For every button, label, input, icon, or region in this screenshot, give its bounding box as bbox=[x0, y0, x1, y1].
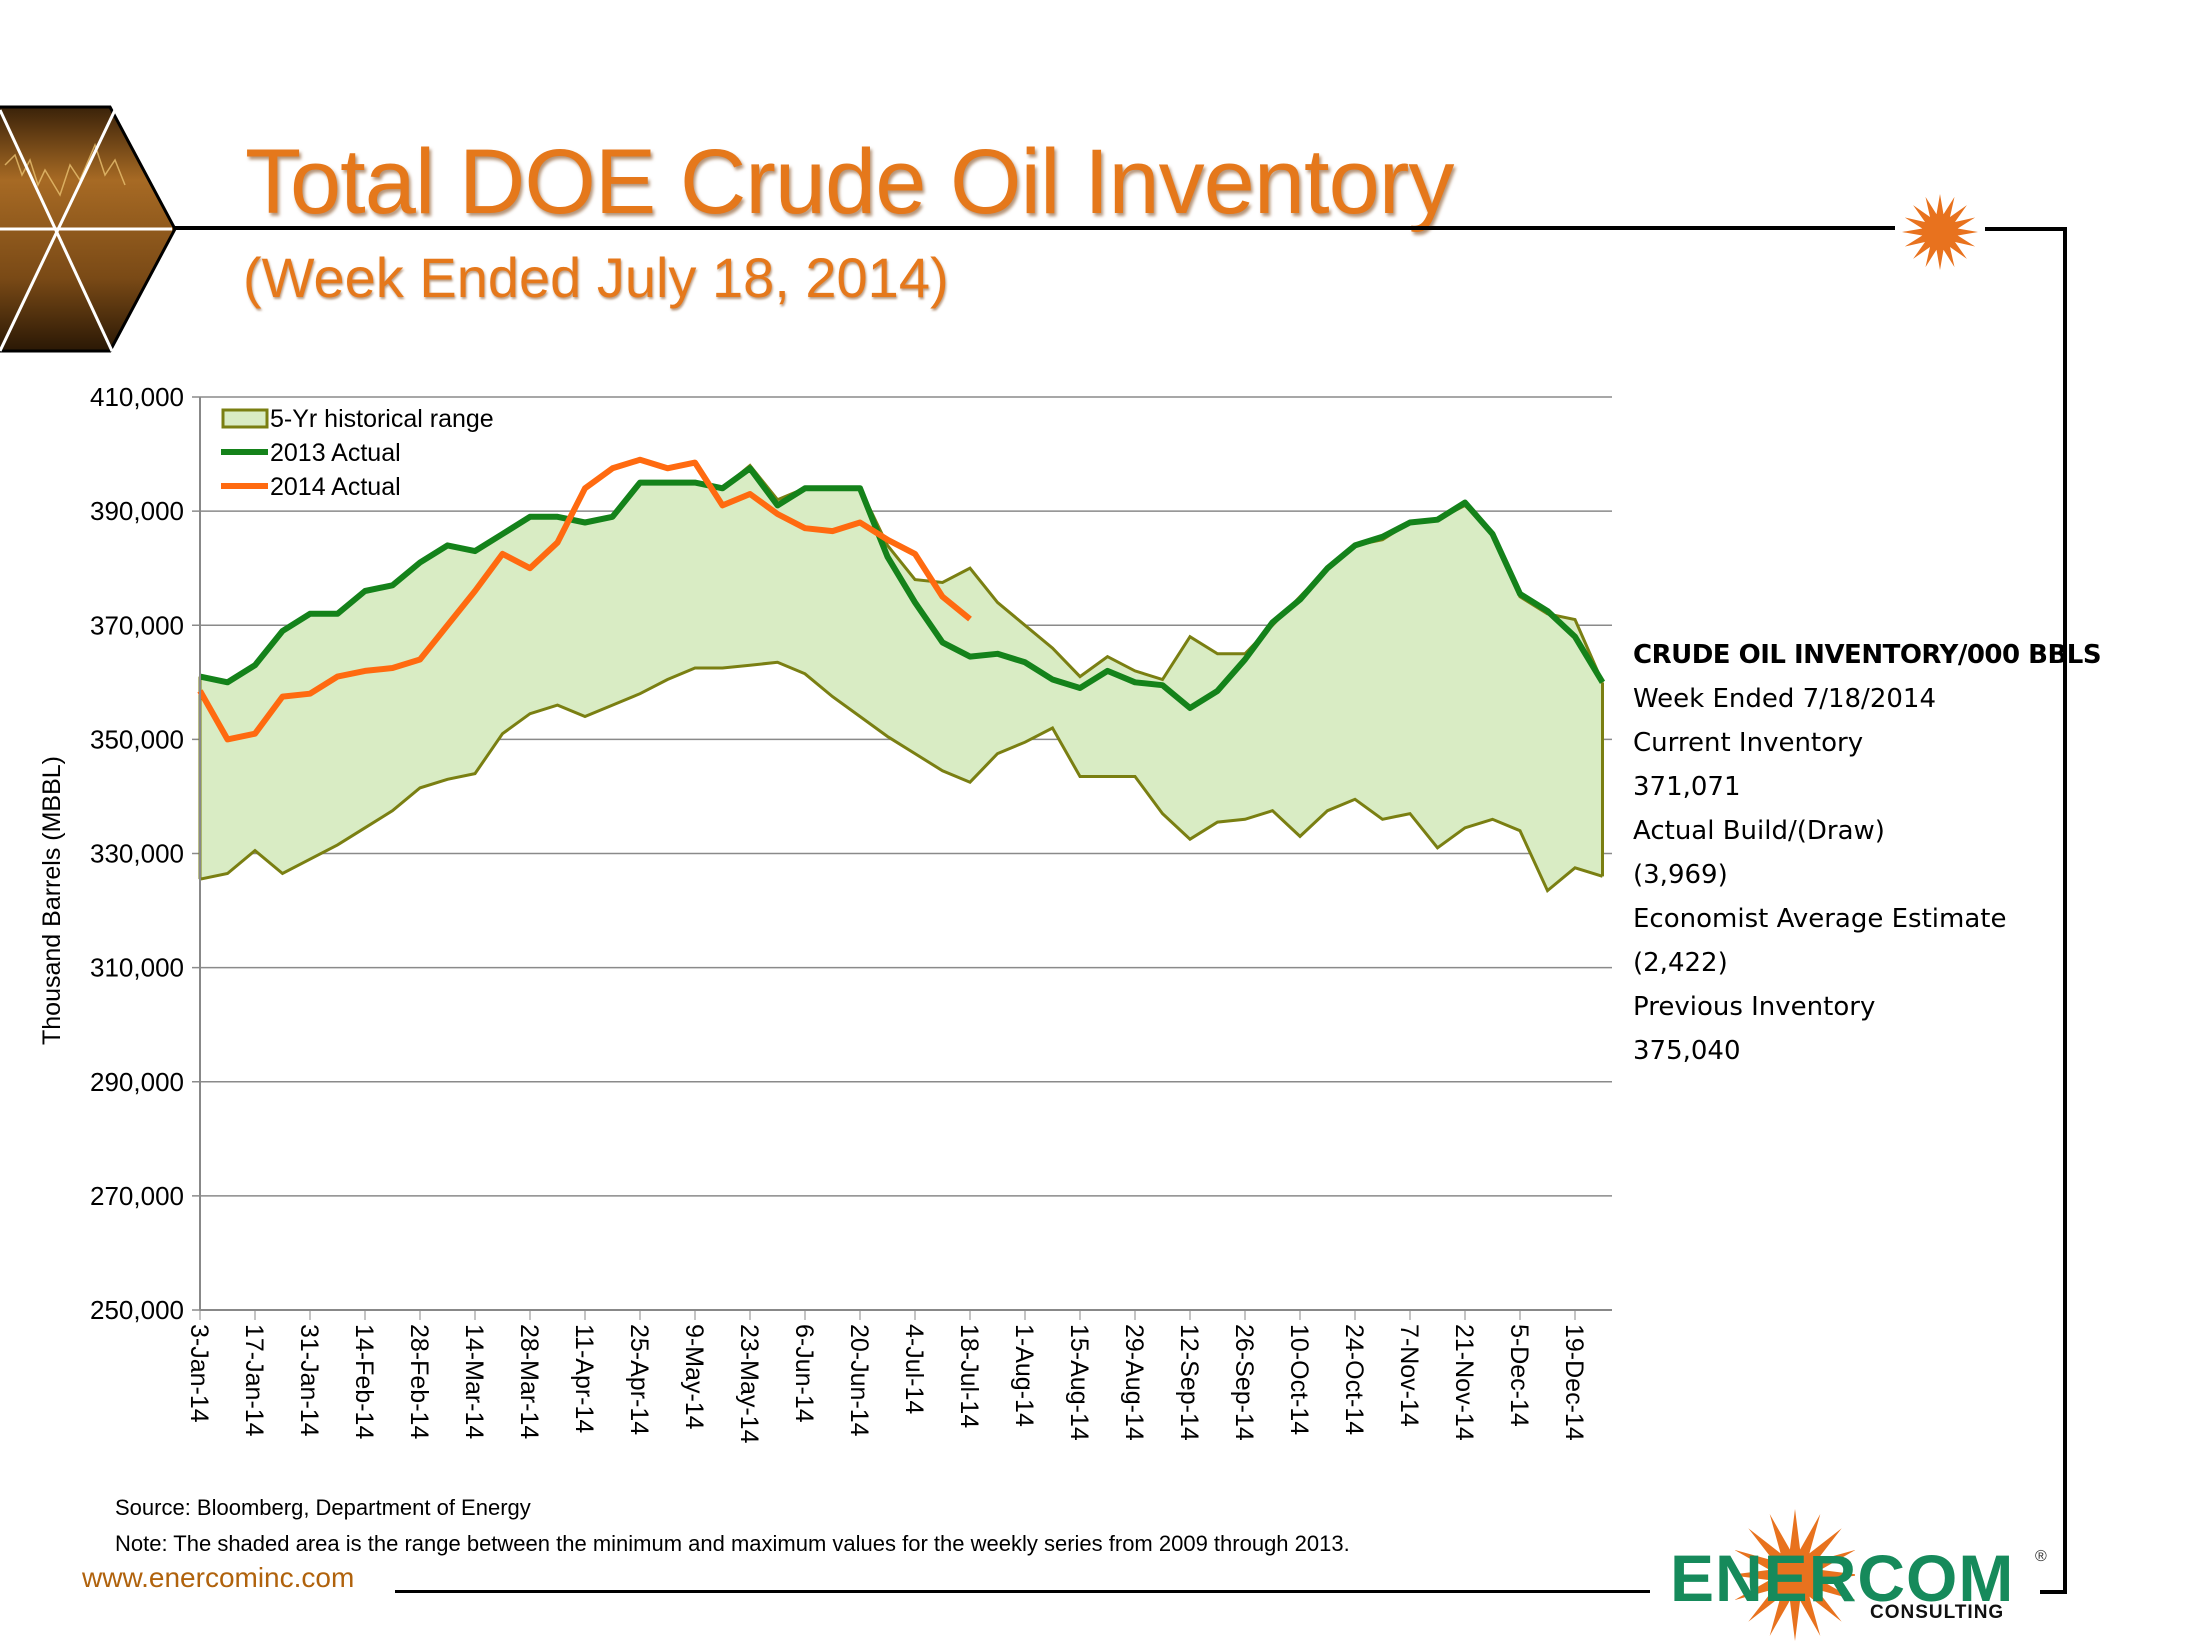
x-tick-label: 14-Mar-14 bbox=[460, 1324, 488, 1439]
x-tick-label: 4-Jul-14 bbox=[900, 1324, 928, 1414]
y-tick-label: 370,000 bbox=[90, 610, 184, 640]
info-current-label: Current Inventory bbox=[1633, 728, 1864, 758]
x-tick-label: 5-Dec-14 bbox=[1505, 1324, 1533, 1427]
enercom-logo: ENERCOM bbox=[1670, 1541, 2015, 1615]
x-tick-label: 10-Oct-14 bbox=[1285, 1324, 1313, 1435]
enercom-logo-subtitle: CONSULTING bbox=[1870, 1602, 2005, 1623]
x-tick-label: 23-May-14 bbox=[735, 1324, 763, 1444]
registered-mark: ® bbox=[2035, 1548, 2047, 1565]
y-tick-label: 250,000 bbox=[90, 1295, 184, 1325]
info-previous-value: 375,040 bbox=[1633, 1036, 1741, 1066]
range-area bbox=[200, 465, 1603, 891]
x-axis-ticks: 3-Jan-14 17-Jan-14 31-Jan-14 14-Feb-14 28-Fe… bbox=[185, 1310, 1588, 1444]
website-link[interactable]: www.enercominc.com bbox=[82, 1562, 355, 1593]
x-tick-label: 3-Jan-14 bbox=[185, 1324, 213, 1423]
x-tick-label: 31-Jan-14 bbox=[295, 1324, 323, 1437]
header-divider bbox=[175, 226, 1895, 230]
series-2014-line bbox=[197, 456, 972, 743]
header-divider-right bbox=[1985, 227, 2067, 231]
hexagon-chart-graphic bbox=[0, 105, 177, 353]
y-tick-label: 310,000 bbox=[90, 953, 184, 983]
x-tick-label: 20-Jun-14 bbox=[845, 1324, 873, 1437]
range-min-line bbox=[199, 660, 1603, 894]
x-tick-label: 6-Jun-14 bbox=[790, 1324, 818, 1423]
y-tick-label: 350,000 bbox=[90, 724, 184, 754]
page-subtitle: (Week Ended July 18, 2014) bbox=[243, 246, 949, 309]
x-tick-label: 17-Jan-14 bbox=[240, 1324, 268, 1437]
x-tick-label: 26-Sep-14 bbox=[1230, 1324, 1258, 1441]
y-tick-label: 270,000 bbox=[90, 1181, 184, 1211]
y-axis-label: Thousand Barrels (MBBL) bbox=[38, 755, 66, 1045]
legend-label-range: 5-Yr historical range bbox=[270, 405, 494, 433]
x-tick-label: 9-May-14 bbox=[680, 1324, 708, 1430]
y-tick-label: 390,000 bbox=[90, 496, 184, 526]
page-title: Total DOE Crude Oil Inventory bbox=[245, 131, 1454, 233]
series-2013-line bbox=[199, 465, 1606, 711]
logo-starburst-icon bbox=[1735, 1509, 1855, 1641]
info-previous-label: Previous Inventory bbox=[1633, 992, 1876, 1022]
x-tick-label: 7-Nov-14 bbox=[1395, 1324, 1423, 1427]
info-panel: CRUDE OIL INVENTORY/000 BBLS Week Ended … bbox=[1633, 633, 2102, 1073]
info-estimate-value: (2,422) bbox=[1633, 948, 1728, 978]
legend-label-2013: 2013 Actual bbox=[270, 439, 401, 467]
info-current-value: 371,071 bbox=[1633, 772, 1741, 802]
info-build-value: (3,969) bbox=[1633, 860, 1728, 890]
footer-divider bbox=[395, 1590, 1650, 1593]
legend: 5-Yr historical range 2013 Actual 2014 A… bbox=[221, 405, 494, 501]
info-week: Week Ended 7/18/2014 bbox=[1633, 684, 1936, 714]
x-tick-label: 18-Jul-14 bbox=[955, 1324, 983, 1428]
x-tick-label: 19-Dec-14 bbox=[1560, 1324, 1588, 1441]
shaded-area-note: Note: The shaded area is the range betwe… bbox=[115, 1531, 1350, 1556]
y-tick-label: 410,000 bbox=[90, 382, 184, 412]
x-tick-label: 12-Sep-14 bbox=[1175, 1324, 1203, 1441]
x-tick-label: 21-Nov-14 bbox=[1450, 1324, 1478, 1441]
info-estimate-label: Economist Average Estimate bbox=[1633, 904, 2007, 934]
x-tick-label: 11-Apr-14 bbox=[570, 1324, 598, 1433]
legend-swatch-range bbox=[221, 408, 269, 429]
x-tick-label: 28-Mar-14 bbox=[515, 1324, 543, 1439]
starburst-icon bbox=[1902, 194, 1978, 270]
y-axis-ticks: 250,000 270,000 290,000 310,000 330,000 350,0… bbox=[90, 382, 184, 1325]
inventory-chart: 250,000 270,000 290,000 310,000 330,000 350,0… bbox=[90, 382, 1612, 1444]
source-note: Source: Bloomberg, Department of Energy bbox=[115, 1495, 531, 1520]
info-heading: CRUDE OIL INVENTORY/000 BBLS bbox=[1633, 640, 2102, 670]
legend-label-2014: 2014 Actual bbox=[270, 473, 401, 501]
footer-divider-right bbox=[2040, 1590, 2067, 1594]
x-tick-label: 25-Apr-14 bbox=[625, 1324, 653, 1435]
x-tick-label: 15-Aug-14 bbox=[1065, 1324, 1093, 1441]
x-tick-label: 29-Aug-14 bbox=[1120, 1324, 1148, 1441]
y-tick-label: 330,000 bbox=[90, 839, 184, 869]
x-tick-label: 1-Aug-14 bbox=[1010, 1324, 1038, 1427]
x-tick-label: 24-Oct-14 bbox=[1340, 1324, 1368, 1435]
x-tick-label: 14-Feb-14 bbox=[350, 1324, 378, 1439]
y-tick-label: 290,000 bbox=[90, 1067, 184, 1097]
right-border bbox=[2063, 227, 2067, 1592]
info-build-label: Actual Build/(Draw) bbox=[1633, 816, 1885, 846]
x-tick-label: 28-Feb-14 bbox=[405, 1324, 433, 1439]
